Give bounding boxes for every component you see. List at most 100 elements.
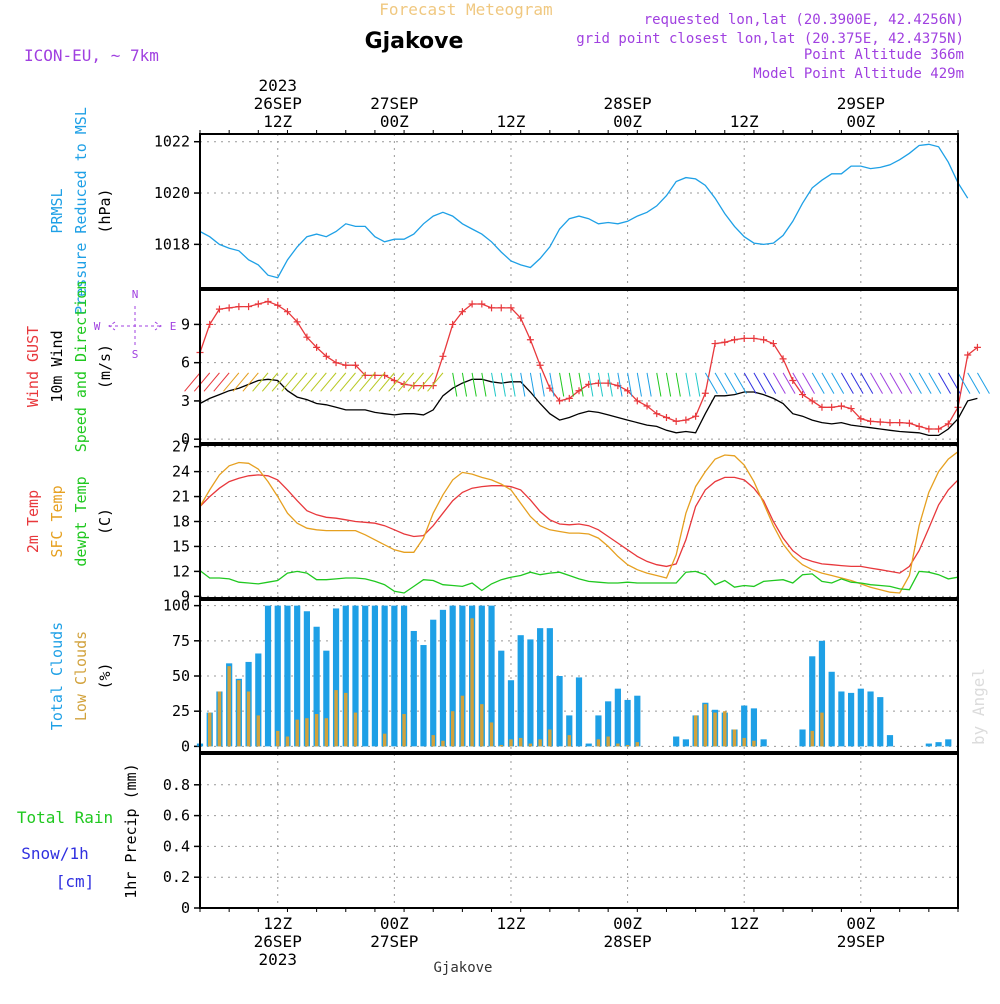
total-cloud-bar xyxy=(673,736,680,747)
wind-barb xyxy=(656,372,662,397)
bottom-time-label: 27SEP xyxy=(370,932,418,951)
wind-barb xyxy=(349,372,366,392)
bottom-time-label: 26SEP xyxy=(254,932,302,951)
gust-marker xyxy=(254,300,262,308)
gust-marker xyxy=(682,416,690,424)
low-cloud-bar xyxy=(227,666,231,747)
wind-barb xyxy=(743,372,757,394)
wind-barb xyxy=(339,372,356,392)
total-cloud-bar xyxy=(818,640,826,747)
y-axis-label: 1hr Precip (mm) xyxy=(122,763,140,898)
y-tick-label: 3 xyxy=(181,392,190,410)
y-tick-label: 15 xyxy=(172,537,190,555)
total-cloud-bar xyxy=(391,605,398,747)
total-cloud-bar xyxy=(877,697,884,747)
low-cloud-bar xyxy=(548,729,552,747)
gust-marker xyxy=(925,425,933,433)
gust-marker xyxy=(303,333,311,341)
y-tick-label: 100 xyxy=(163,597,190,615)
gust-marker xyxy=(730,336,738,344)
y-axis-label: Wind GUST xyxy=(24,326,42,407)
wind-barb xyxy=(685,372,691,397)
low-cloud-bar xyxy=(295,719,299,747)
y-tick-label: 1022 xyxy=(154,133,190,151)
total-cloud-bar xyxy=(546,628,553,747)
total-cloud-bar xyxy=(945,739,952,747)
total-cloud-bar xyxy=(303,611,310,747)
y-axis-label: PRMSL xyxy=(48,188,66,233)
compass-arrows xyxy=(108,306,162,346)
low-cloud-bar xyxy=(208,712,212,747)
wind-barb xyxy=(675,372,681,397)
low-cloud-bar xyxy=(480,704,484,747)
wind-barb xyxy=(714,372,728,394)
wind-barb xyxy=(646,372,652,397)
low-cloud-bar xyxy=(324,718,329,747)
gust-marker xyxy=(517,314,525,322)
y-tick-label: 1018 xyxy=(154,235,190,253)
gust-marker xyxy=(565,394,573,402)
wind-barb xyxy=(734,372,747,394)
gust-marker xyxy=(604,379,612,387)
wind-barb xyxy=(193,372,211,392)
gust-marker xyxy=(662,414,670,421)
wind-barb xyxy=(510,372,516,397)
wind-barb xyxy=(407,372,424,392)
gust-marker xyxy=(692,412,700,420)
point-altitude: Point Altitude 366m xyxy=(804,47,964,63)
wind-barb xyxy=(967,372,981,394)
gust-marker xyxy=(245,303,253,311)
gust-marker xyxy=(964,351,972,359)
total-cloud-bar xyxy=(410,630,417,747)
wind-barb xyxy=(378,372,395,392)
bottom-time-label: 00Z xyxy=(846,914,875,933)
low-cloud-bar xyxy=(693,715,698,747)
total-cloud-bar xyxy=(274,605,281,747)
total-cloud-bar xyxy=(828,671,835,747)
gust-marker xyxy=(789,377,797,385)
y-axis-label: (m/s) xyxy=(96,344,114,389)
gust-marker xyxy=(624,387,632,395)
low-cloud-bar xyxy=(246,691,251,747)
gust-marker xyxy=(896,419,904,427)
compass-north: N xyxy=(132,288,139,301)
total-cloud-bar xyxy=(614,688,621,747)
wind-barb xyxy=(821,372,835,394)
y-tick-label: 25 xyxy=(172,702,190,720)
gust-marker xyxy=(556,397,564,405)
total-cloud-bar xyxy=(886,735,894,747)
panel-frame xyxy=(199,289,959,444)
total-cloud-bar xyxy=(556,676,563,747)
gust-marker xyxy=(973,343,981,351)
panel-frame xyxy=(199,133,959,289)
low-cloud-bar xyxy=(314,714,319,747)
gust-marker xyxy=(264,297,272,305)
top-time-label: 2023 xyxy=(258,76,297,95)
total-cloud-bar xyxy=(381,605,388,747)
y-tick-label: 9 xyxy=(181,315,190,333)
wind-barb xyxy=(529,372,536,397)
total-cloud-bar xyxy=(488,605,495,747)
gust-marker xyxy=(886,419,894,427)
top-time-label: 12Z xyxy=(263,112,292,131)
wind-barb xyxy=(261,372,279,392)
gust-marker xyxy=(750,334,758,342)
total-cloud-bar xyxy=(527,639,534,747)
low-cloud-bar xyxy=(217,691,222,747)
footer-station: Gjakove xyxy=(433,960,492,976)
gust-marker xyxy=(847,405,855,413)
low-cloud-bar xyxy=(635,742,640,747)
wind-barb xyxy=(481,372,487,397)
bottom-time-label: 12Z xyxy=(263,914,292,933)
wind-barb xyxy=(568,372,574,397)
compass-west: W xyxy=(94,320,101,333)
wind-barb xyxy=(860,372,874,394)
wind-barb xyxy=(908,372,922,394)
y-axis-label: 2m Temp xyxy=(24,490,42,553)
compass-east: E xyxy=(170,320,177,333)
low-cloud-bar xyxy=(703,704,708,747)
gust-marker xyxy=(769,340,777,348)
low-cloud-bar xyxy=(402,714,406,747)
low-cloud-bar xyxy=(713,712,717,747)
precip-legend-label: Snow/1h xyxy=(21,844,88,863)
